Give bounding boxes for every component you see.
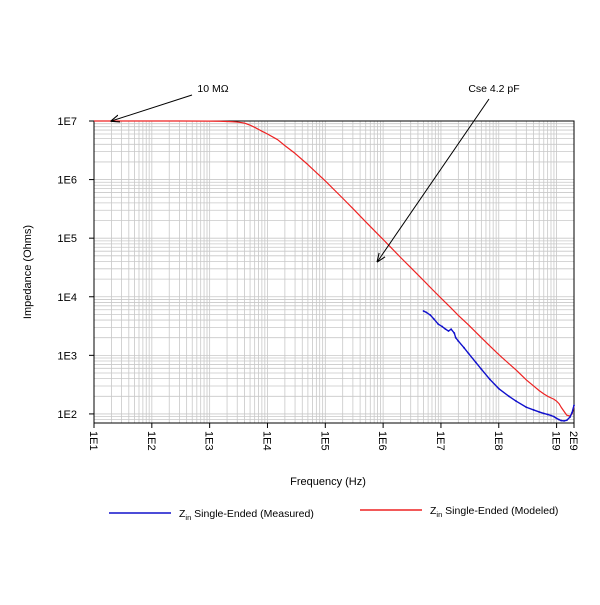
legend-label: Zin Single-Ended (Modeled) xyxy=(430,505,558,519)
measured-point xyxy=(571,411,573,414)
x-tick-label: 1E3 xyxy=(203,431,215,451)
axis-ticks: 1E1 1E2 1E3 1E4 1E5 1E6 1E7 1E8 1E9 2E9 1E2 1E3 1E4 1… xyxy=(57,116,579,451)
x-tick-label: 1E2 xyxy=(145,431,157,451)
annotation: 10 MΩ xyxy=(111,83,229,121)
measured-point xyxy=(550,414,552,417)
x-tick-label: 1E7 xyxy=(434,431,446,451)
measured-point xyxy=(429,314,432,316)
x-tick-label: 1E6 xyxy=(376,431,388,451)
measured-point xyxy=(441,325,444,328)
x-tick-label: 1E9 xyxy=(550,431,562,451)
plot-frame xyxy=(93,120,575,424)
measured-point xyxy=(538,411,541,413)
y-tick-label: 1E2 xyxy=(57,409,77,421)
x-tick-label: 1E8 xyxy=(492,431,504,451)
x-tick-label: 1E1 xyxy=(87,431,99,451)
x-tick-label: 1E5 xyxy=(318,431,330,451)
measured-point xyxy=(525,406,528,409)
measured-point xyxy=(542,412,545,415)
measured-point xyxy=(515,400,518,403)
legend: Zin Single-Ended (Measured) Zin Single-En… xyxy=(109,505,558,522)
measured-point xyxy=(474,361,477,364)
measured-point xyxy=(553,415,555,418)
measured-point xyxy=(532,409,535,411)
legend-label: Zin Single-Ended (Measured) xyxy=(179,508,314,522)
measured-point xyxy=(425,311,428,314)
annotation: Cse 4.2 pF xyxy=(378,83,520,261)
annotation-text: 10 MΩ xyxy=(197,83,228,95)
grid xyxy=(93,120,575,424)
annotation-arrow xyxy=(111,94,193,121)
series-modeled-line xyxy=(94,120,575,417)
measured-point xyxy=(555,417,558,420)
x-tick-label: 1E4 xyxy=(260,431,272,451)
measured-point xyxy=(457,340,460,343)
y-axis-title: Impedance (Ohms) xyxy=(22,225,34,319)
measured-point xyxy=(565,419,568,422)
x-tick-label: 2E9 xyxy=(567,431,579,451)
measured-point xyxy=(450,328,453,331)
annotation-arrow xyxy=(378,98,490,261)
y-tick-label: 1E7 xyxy=(57,116,77,128)
measured-point xyxy=(454,336,457,339)
measured-point xyxy=(437,323,440,326)
measured-point xyxy=(422,310,425,312)
y-tick-label: 1E6 xyxy=(57,175,77,187)
measured-point xyxy=(467,352,470,355)
measured-point xyxy=(546,413,549,416)
measured-point xyxy=(497,387,500,390)
annotation-text: Cse 4.2 pF xyxy=(468,83,519,95)
measured-point xyxy=(480,368,483,371)
measured-point xyxy=(563,420,566,422)
measured-point xyxy=(569,416,571,419)
y-tick-label: 1E3 xyxy=(57,350,77,362)
measured-point xyxy=(558,418,560,421)
measured-point xyxy=(453,332,456,334)
measured-point xyxy=(573,404,575,407)
measured-point xyxy=(463,346,465,349)
y-tick-label: 1E4 xyxy=(57,292,77,304)
measured-point xyxy=(508,395,510,398)
x-axis-title: Frequency (Hz) xyxy=(290,476,366,488)
measured-point xyxy=(432,317,435,320)
y-tick-label: 1E5 xyxy=(57,233,77,245)
measured-point xyxy=(488,378,491,381)
measured-point xyxy=(447,330,450,332)
measured-point xyxy=(560,419,563,422)
measured-point xyxy=(444,328,447,331)
